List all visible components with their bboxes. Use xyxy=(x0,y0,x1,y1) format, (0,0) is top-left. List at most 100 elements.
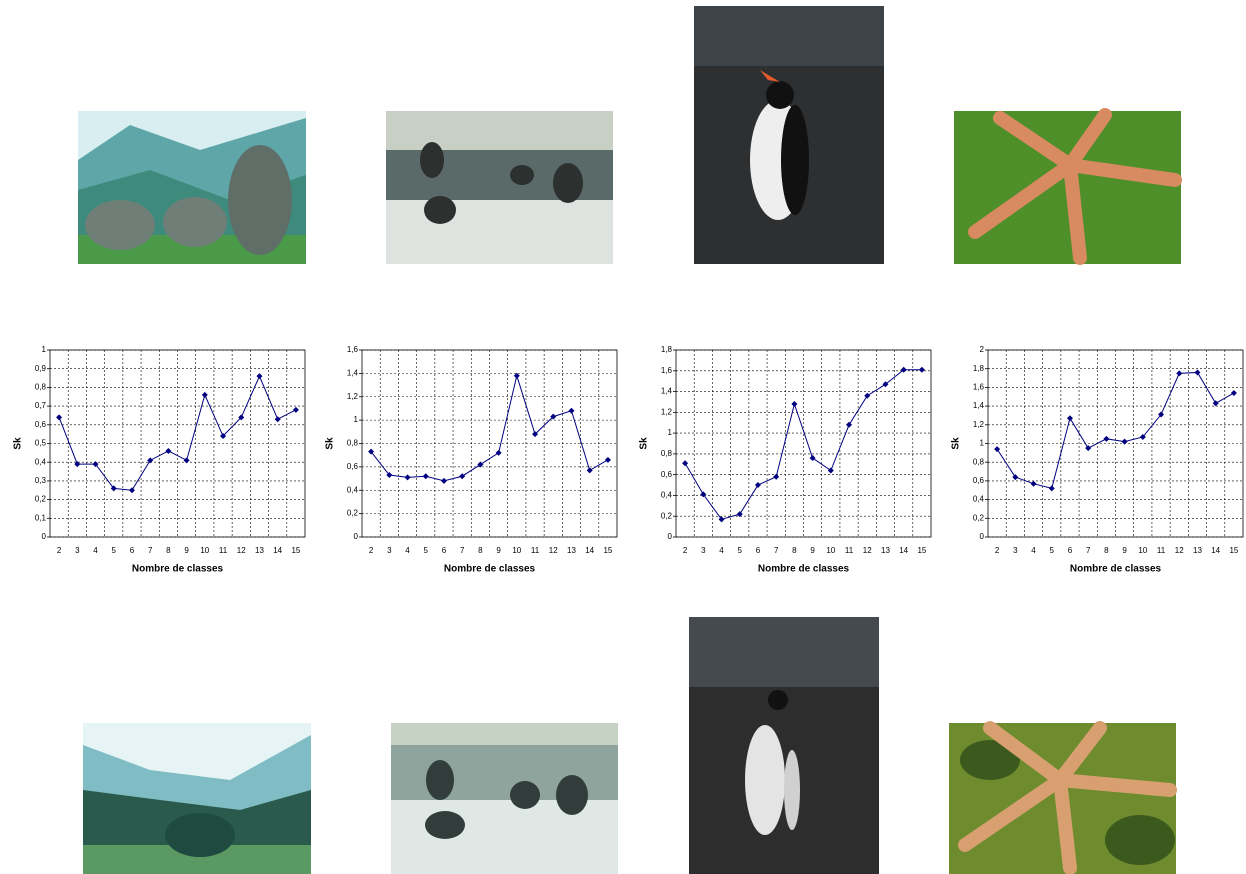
x-tick-label: 11 xyxy=(1157,546,1166,555)
y-axis-title: Sk xyxy=(951,437,962,450)
x-tick-label: 13 xyxy=(255,546,264,555)
y-tick-label: 0,8 xyxy=(973,457,985,466)
plot-frame xyxy=(675,349,932,538)
data-point xyxy=(386,472,393,479)
data-point xyxy=(56,414,63,421)
data-point xyxy=(1066,415,1073,422)
y-tick-label: 0,2 xyxy=(347,509,359,518)
x-tick-label: 3 xyxy=(701,546,706,555)
x-tick-label: 2 xyxy=(369,546,374,555)
x-tick-label: 6 xyxy=(130,546,135,555)
data-point xyxy=(754,482,761,489)
y-tick-label: 0,1 xyxy=(35,513,47,522)
y-tick-label: 1 xyxy=(354,415,359,424)
data-point xyxy=(827,467,834,474)
y-tick-label: 0,9 xyxy=(35,364,47,373)
data-point xyxy=(201,391,208,398)
data-point xyxy=(459,473,466,480)
data-point xyxy=(1012,474,1019,481)
y-axis-title: Sk xyxy=(13,437,24,450)
x-tick-label: 9 xyxy=(496,546,501,555)
data-point xyxy=(477,461,484,468)
data-point xyxy=(147,457,154,464)
x-tick-label: 5 xyxy=(112,546,117,555)
x-tick-label: 6 xyxy=(756,546,761,555)
y-tick-label: 0,4 xyxy=(973,495,985,504)
x-tick-label: 8 xyxy=(1104,546,1109,555)
y-tick-label: 1,8 xyxy=(661,345,673,354)
y-tick-label: 0,4 xyxy=(347,485,359,494)
y-tick-label: 1,4 xyxy=(973,401,985,410)
data-point xyxy=(1230,390,1237,397)
x-tick-label: 7 xyxy=(460,546,465,555)
plot-frame xyxy=(49,349,306,538)
data-point xyxy=(1030,480,1037,487)
x-tick-label: 5 xyxy=(424,546,429,555)
y-tick-label: 1,8 xyxy=(973,364,985,373)
x-tick-label: 7 xyxy=(148,546,153,555)
data-point xyxy=(550,413,557,420)
y-tick-label: 1,6 xyxy=(661,366,673,375)
series-line xyxy=(58,374,297,491)
x-tick-label: 4 xyxy=(93,546,98,555)
y-tick-label: 0 xyxy=(980,532,985,541)
y-tick-label: 0,6 xyxy=(661,470,673,479)
x-tick-label: 6 xyxy=(442,546,447,555)
x-tick-label: 3 xyxy=(1013,546,1018,555)
x-tick-label: 12 xyxy=(549,546,558,555)
chart: 00,10,20,30,40,50,60,70,80,912 3 4 5 6 7 8 9 10 1… xyxy=(13,345,306,575)
data-point xyxy=(846,421,853,428)
x-axis-title: Nombre de classes xyxy=(444,564,536,575)
x-tick-label: 3 xyxy=(75,546,80,555)
x-axis-title: Nombre de classes xyxy=(1070,564,1162,575)
x-tick-label: 6 xyxy=(1068,546,1073,555)
data-point xyxy=(773,473,780,480)
x-tick-label: 10 xyxy=(200,546,209,555)
x-tick-label: 14 xyxy=(1211,546,1220,555)
chart: 0 0,2 0,4 0,6 0,8 1 1,2 1,4 1,6 1,8 2 3 4 5 6 7 8 9 10 11 12… xyxy=(639,345,932,575)
y-tick-label: 0,4 xyxy=(35,457,47,466)
data-point xyxy=(682,460,689,467)
chart: 0 0,2 0,4 0,6 0,8 1 1,2 1,4 1,6 1,8 2 2 3 4 5 6 7 8 9 10 11 1… xyxy=(951,345,1244,575)
data-point xyxy=(700,491,707,498)
x-tick-label: 11 xyxy=(219,546,228,555)
segmented-starfish xyxy=(949,721,1177,874)
data-point xyxy=(292,406,299,413)
y-tick-label: 0,5 xyxy=(35,439,47,448)
data-point xyxy=(791,401,798,408)
plot-frame xyxy=(987,349,1244,538)
data-point xyxy=(882,381,889,388)
y-axis-title: Sk xyxy=(639,437,650,450)
y-tick-label: 0,7 xyxy=(35,401,47,410)
x-tick-label: 15 xyxy=(603,546,612,555)
x-tick-label: 12 xyxy=(1175,546,1184,555)
y-axis-title: Sk xyxy=(325,437,336,450)
x-tick-label: 15 xyxy=(1229,546,1238,555)
y-tick-label: 0 xyxy=(354,532,359,541)
x-tick-label: 12 xyxy=(237,546,246,555)
y-tick-label: 0,3 xyxy=(35,476,47,485)
x-tick-label: 9 xyxy=(184,546,189,555)
y-tick-label: 0,8 xyxy=(347,439,359,448)
data-point xyxy=(1085,445,1092,452)
y-tick-label: 0 xyxy=(668,532,673,541)
x-tick-label: 14 xyxy=(899,546,908,555)
data-point xyxy=(513,372,520,379)
data-point xyxy=(736,511,743,518)
x-tick-label: 3 xyxy=(387,546,392,555)
x-tick-label: 13 xyxy=(567,546,576,555)
data-point xyxy=(918,366,925,373)
series-line xyxy=(996,371,1235,489)
y-tick-label: 0,6 xyxy=(973,476,985,485)
data-point xyxy=(165,447,172,454)
x-tick-label: 2 xyxy=(683,546,688,555)
x-tick-label: 12 xyxy=(863,546,872,555)
x-tick-label: 9 xyxy=(1122,546,1127,555)
data-point xyxy=(1158,411,1165,418)
data-point xyxy=(1194,369,1201,376)
y-tick-label: 1 xyxy=(42,345,47,354)
data-point xyxy=(183,457,190,464)
y-tick-label: 0,8 xyxy=(661,449,673,458)
y-tick-label: 1 xyxy=(980,439,985,448)
